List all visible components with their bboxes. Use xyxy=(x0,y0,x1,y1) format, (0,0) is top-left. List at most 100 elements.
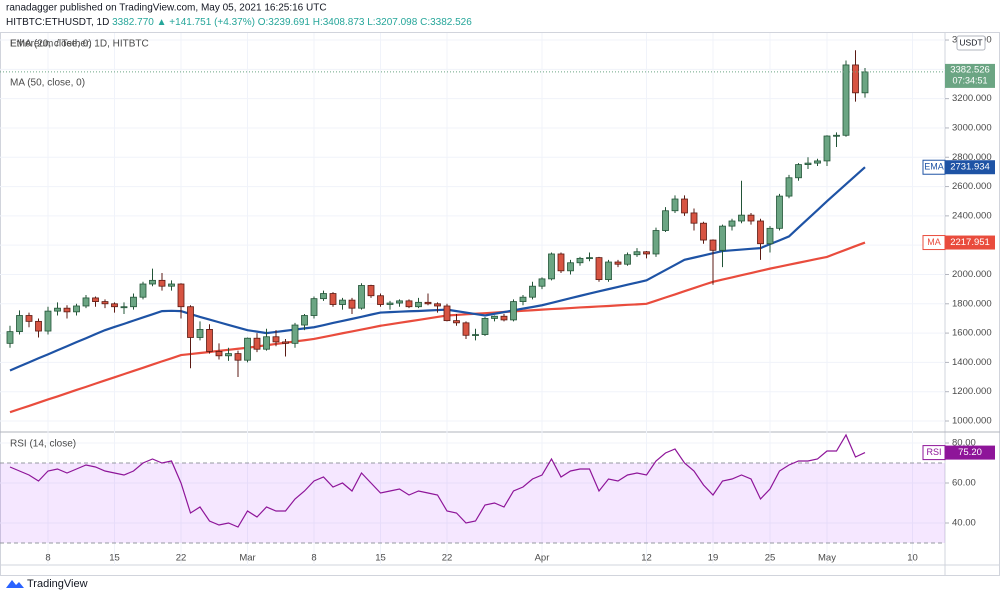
y-tick-label: 80.00 xyxy=(952,438,976,449)
candle-body xyxy=(196,329,204,338)
candle-body xyxy=(567,262,574,272)
last-price: 3382.770 xyxy=(112,17,154,28)
candle-body xyxy=(434,303,441,307)
candle-body xyxy=(339,299,346,305)
candle-body xyxy=(272,336,280,343)
candle-body xyxy=(6,331,14,344)
candle-body xyxy=(101,301,109,305)
candle-body xyxy=(719,225,726,251)
x-tick-label: 8 xyxy=(45,553,50,564)
candle-body xyxy=(491,315,498,319)
candle-body xyxy=(244,337,251,361)
candle-body xyxy=(538,278,546,287)
candle-body xyxy=(73,305,80,313)
badge-name: MA xyxy=(927,237,941,247)
candle-body xyxy=(348,299,356,309)
symbol: HITBTC:ETHUSDT, 1D xyxy=(6,17,109,28)
y-tick-label: 3200.000 xyxy=(952,93,992,104)
candle-body xyxy=(25,315,33,322)
candle-body xyxy=(16,315,23,333)
y-tick-label: 2400.000 xyxy=(952,210,992,221)
badge-name: EMA xyxy=(924,162,944,172)
candle-body xyxy=(63,307,71,313)
badge xyxy=(945,445,995,460)
candle-body xyxy=(595,257,603,281)
candle-body xyxy=(481,318,489,335)
candle-body xyxy=(453,320,460,324)
candle-body xyxy=(405,300,413,308)
candle-body xyxy=(187,306,194,338)
candle-body xyxy=(234,353,242,361)
x-tick-label: 25 xyxy=(765,553,776,564)
candle-body xyxy=(500,315,508,321)
candle-body xyxy=(82,297,90,307)
chart-title: Ethereum / Tether, 1D, HITBTC xyxy=(10,39,149,50)
candle-body xyxy=(225,353,232,357)
candle-body xyxy=(605,261,612,281)
legend-entry: MA (50, close, 0) xyxy=(10,78,85,89)
candle-body xyxy=(814,160,821,164)
candle-body xyxy=(367,285,375,297)
candle-body xyxy=(738,214,745,222)
price-badge-value: 3382.526 xyxy=(950,64,990,75)
candle-body xyxy=(291,324,299,344)
candle-body xyxy=(823,135,831,162)
y-tick-label: 1200.000 xyxy=(952,386,992,397)
change: ▲ +141.751 (+4.37%) xyxy=(157,17,255,28)
y-tick-label: 60.00 xyxy=(952,478,976,489)
candle-body xyxy=(282,341,289,344)
x-tick-label: May xyxy=(818,553,836,564)
y-tick-label: 1800.000 xyxy=(952,298,992,309)
candle-body xyxy=(576,257,584,264)
candle-body xyxy=(690,212,698,224)
candle-body xyxy=(681,198,688,214)
logo xyxy=(6,580,24,588)
candle-body xyxy=(415,301,422,308)
candle-body xyxy=(852,64,859,94)
candle-body xyxy=(776,195,783,229)
candle-body xyxy=(472,334,479,336)
plot xyxy=(0,50,945,544)
rsi-legend: RSI (14, close) xyxy=(10,439,76,450)
candle-body xyxy=(310,298,318,316)
y-tick-label: 40.00 xyxy=(952,518,976,529)
labels: 1000.000 1200.000 1400.000 1600.000 1800.000… xyxy=(10,35,995,564)
badge xyxy=(945,235,995,250)
candle-body xyxy=(614,261,622,265)
candle-body xyxy=(120,306,128,309)
candle-body xyxy=(149,279,156,285)
brand: TradingView xyxy=(6,578,88,590)
candle-body xyxy=(301,315,308,326)
x-tick-label: 12 xyxy=(641,553,652,564)
candle-body xyxy=(795,164,802,179)
y-tick-label: 1400.000 xyxy=(952,357,992,368)
grid xyxy=(0,33,945,565)
candle-body xyxy=(728,220,736,227)
badge-value: 2217.951 xyxy=(950,237,990,248)
x-tick-label: 22 xyxy=(442,553,453,564)
candle-body xyxy=(462,322,470,336)
candle-body xyxy=(130,296,137,308)
candle-body xyxy=(54,307,61,312)
candle-body xyxy=(111,303,118,308)
y-tick-label: 3000.000 xyxy=(952,122,992,133)
candle-body xyxy=(633,251,641,256)
price-badge xyxy=(945,63,995,88)
candle-body xyxy=(624,254,631,265)
candle-body xyxy=(548,253,555,280)
badge xyxy=(945,160,995,175)
candle-body xyxy=(206,329,213,352)
candle-body xyxy=(320,293,327,300)
y-tick-label: 1000.000 xyxy=(952,416,992,427)
candle-body xyxy=(168,283,175,287)
brand-name: TradingView xyxy=(27,578,88,590)
x-tick-label: 22 xyxy=(176,553,187,564)
y-tick-label: 2600.000 xyxy=(952,181,992,192)
symbol-line: HITBTC:ETHUSDT, 1D 3382.770 ▲ +141.751 (… xyxy=(6,17,472,28)
candle-body xyxy=(329,293,337,305)
badge-value: 75.20 xyxy=(958,447,982,458)
x-tick-label: 19 xyxy=(708,553,719,564)
candle-body xyxy=(861,71,869,94)
candle-body xyxy=(44,310,52,332)
